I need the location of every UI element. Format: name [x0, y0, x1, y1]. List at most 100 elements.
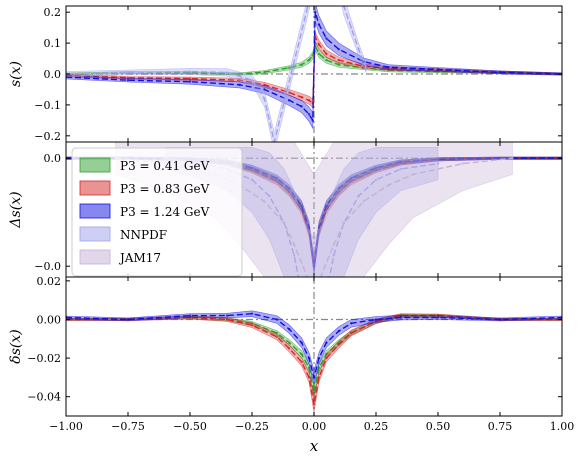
- series-band-p3-0-83-gev: [66, 313, 562, 413]
- data-point-p3-0-41-gev: [311, 54, 314, 57]
- x-tick-label: 0.25: [364, 420, 389, 433]
- x-tick-label: 0.00: [302, 420, 327, 433]
- data-point-p3-1-24-gev: [188, 80, 192, 83]
- y-tick-label: 0.00: [37, 313, 62, 326]
- data-point-nnpdf: [332, 254, 336, 257]
- data-point-p3-0-83-gev: [317, 43, 321, 46]
- legend-label-nnpdf: NNPDF: [120, 228, 167, 242]
- data-point-p3-0-83-gev: [288, 347, 291, 350]
- data-point-p3-1-24-gev: [325, 204, 328, 207]
- data-point-p3-0-41-gev: [317, 52, 321, 56]
- data-point-p3-1-24-gev: [399, 316, 402, 319]
- data-point-p3-0-41-gev: [288, 66, 291, 70]
- data-point-nnpdf: [357, 48, 360, 51]
- data-point-jam17: [362, 200, 365, 203]
- data-point-nnpdf: [126, 71, 130, 74]
- y-tick-label: 0.0: [44, 152, 62, 165]
- legend-swatch-p3-0-41-gev: [79, 157, 111, 173]
- y-tick-label: −0.1: [34, 99, 61, 112]
- data-point-nnpdf: [364, 66, 368, 70]
- data-point-jam17: [283, 221, 286, 225]
- data-point-nnpdf: [250, 178, 254, 181]
- data-point-p3-1-24-gev: [307, 112, 311, 116]
- x-axis-label: x: [310, 437, 319, 455]
- x-tick-label: 0.75: [488, 420, 513, 433]
- legend-label-p3-0-41-gev: P3 = 0.41 GeV: [120, 159, 210, 173]
- data-point-jam17: [332, 243, 336, 246]
- series-line-p3-1-24-gev: [66, 11, 562, 123]
- data-point-nnpdf: [188, 70, 192, 73]
- data-point-p3-1-24-gev: [275, 318, 278, 321]
- y-tick-label: −0.02: [27, 352, 61, 365]
- x-tick-label: −0.25: [235, 420, 269, 433]
- panel-plot-area: [66, 6, 562, 142]
- data-point-p3-0-41-gev: [307, 58, 311, 62]
- data-point-nnpdf: [350, 26, 353, 29]
- series-band-p3-0-41-gev: [66, 156, 562, 273]
- data-point-nnpdf: [357, 194, 360, 198]
- data-point-p3-0-41-gev: [238, 72, 241, 76]
- data-point-p3-0-83-gev: [337, 343, 340, 346]
- data-point-p3-0-83-gev: [307, 99, 311, 102]
- data-point-p3-1-24-gev: [350, 176, 353, 180]
- data-point-p3-1-24-gev: [300, 204, 303, 207]
- data-point-p3-1-24-gev: [325, 341, 328, 344]
- data-point-p3-1-24-gev: [307, 356, 311, 360]
- data-point-jam17: [342, 221, 345, 225]
- data-point-p3-0-83-gev: [275, 335, 278, 339]
- x-tick-label: 1.00: [550, 420, 575, 433]
- data-point-p3-1-24-gev: [300, 341, 303, 344]
- y-tick-label: 0.02: [37, 275, 62, 288]
- data-point-p3-1-24-gev: [374, 318, 378, 321]
- data-point-nnpdf: [300, 292, 302, 294]
- data-point-p3-0-83-gev: [337, 58, 340, 62]
- data-point-p3-1-24-gev: [337, 48, 340, 51]
- panel-plot-area: [66, 277, 562, 416]
- y-axis-label: δs(x): [8, 329, 24, 363]
- data-point-p3-1-24-gev: [399, 160, 402, 164]
- data-point-p3-1-24-gev: [312, 265, 316, 268]
- data-point-nnpdf: [313, 319, 315, 321]
- series-band-p3-0-41-gev: [66, 313, 562, 399]
- x-tick-label: −0.50: [173, 420, 207, 433]
- data-point-nnpdf: [436, 162, 440, 165]
- x-tick-label: −1.00: [49, 420, 83, 433]
- data-point-p3-1-24-gev: [498, 318, 502, 321]
- data-point-p3-0-83-gev: [312, 403, 316, 406]
- data-point-p3-1-24-gev: [317, 23, 321, 26]
- legend-swatch-p3-1-24-gev: [79, 203, 111, 219]
- data-point-p3-1-24-gev: [238, 83, 241, 87]
- data-point-p3-1-24-gev: [350, 322, 353, 325]
- data-point-nnpdf: [325, 292, 327, 294]
- data-point-p3-1-24-gev: [498, 71, 502, 74]
- data-point-p3-1-24-gev: [250, 166, 254, 170]
- y-tick-label: 0.2: [44, 6, 62, 19]
- data-point-nnpdf: [263, 97, 266, 100]
- data-point-p3-1-24-gev: [288, 187, 291, 190]
- data-point-p3-1-24-gev: [436, 68, 440, 71]
- data-point-p3-1-24-gev: [325, 37, 328, 40]
- data-point-p3-1-24-gev: [311, 119, 314, 122]
- legend-swatch-p3-0-83-gev: [79, 180, 111, 196]
- data-point-jam17: [511, 157, 514, 160]
- data-point-p3-0-41-gev: [325, 58, 328, 62]
- data-point-p3-0-83-gev: [307, 376, 311, 379]
- data-point-jam17: [387, 184, 390, 187]
- data-point-p3-0-41-gev: [337, 63, 340, 66]
- data-point-p3-1-24-gev: [312, 376, 316, 379]
- data-point-p3-0-83-gev: [325, 356, 328, 360]
- data-point-p3-0-83-gev: [250, 324, 254, 327]
- data-point-p3-1-24-gev: [300, 105, 303, 108]
- data-point-p3-1-24-gev: [314, 10, 317, 14]
- legend-box: [71, 147, 243, 277]
- y-tick-label: −0.04: [27, 391, 61, 404]
- data-point-p3-0-83-gev: [226, 318, 229, 321]
- y-axis-label: s(x): [8, 61, 24, 87]
- data-point-p3-1-24-gev: [337, 329, 340, 333]
- data-point-p3-0-83-gev: [350, 331, 353, 335]
- data-point-p3-1-24-gev: [436, 316, 440, 319]
- data-point-p3-1-24-gev: [288, 327, 291, 331]
- data-point-nnpdf: [374, 178, 378, 181]
- panel-bottom: 0.02 0.00 −0.02 −0.04 δs(x) −1.00 −0.75 −0.50 −0…: [8, 275, 574, 433]
